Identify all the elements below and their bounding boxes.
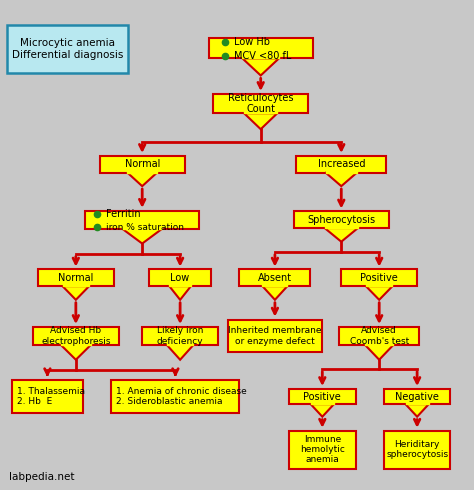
Text: Advised
Coomb's test: Advised Coomb's test <box>350 326 409 345</box>
Polygon shape <box>405 398 428 404</box>
Polygon shape <box>263 286 287 300</box>
FancyBboxPatch shape <box>149 270 211 286</box>
Text: Negative: Negative <box>395 392 439 401</box>
FancyBboxPatch shape <box>12 380 83 413</box>
Polygon shape <box>366 280 392 286</box>
Polygon shape <box>405 404 428 416</box>
Text: iron % saturation: iron % saturation <box>106 223 184 232</box>
FancyBboxPatch shape <box>209 38 313 58</box>
Polygon shape <box>63 280 89 286</box>
Polygon shape <box>167 339 193 345</box>
Text: Spherocytosis: Spherocytosis <box>307 215 375 225</box>
Text: Absent: Absent <box>258 273 292 283</box>
Polygon shape <box>127 172 157 186</box>
Polygon shape <box>122 223 162 229</box>
Text: Positive: Positive <box>303 392 341 401</box>
Text: Low Hb: Low Hb <box>234 37 270 47</box>
Text: labpedia.net: labpedia.net <box>9 472 75 483</box>
Text: Low: Low <box>171 273 190 283</box>
Text: 1. Anemia of chronic disease
2. Sideroblastic anemia: 1. Anemia of chronic disease 2. Siderobl… <box>116 387 247 406</box>
FancyBboxPatch shape <box>296 156 386 172</box>
FancyBboxPatch shape <box>384 431 450 468</box>
Text: Heriditary
spherocytosis: Heriditary spherocytosis <box>386 440 448 459</box>
Polygon shape <box>325 222 358 228</box>
Polygon shape <box>244 113 277 129</box>
Polygon shape <box>242 58 279 75</box>
FancyBboxPatch shape <box>289 431 356 468</box>
FancyBboxPatch shape <box>213 94 308 113</box>
Text: Inherited membrane
or enzyme defect: Inherited membrane or enzyme defect <box>228 326 322 345</box>
Polygon shape <box>244 107 277 113</box>
Polygon shape <box>325 228 358 242</box>
FancyBboxPatch shape <box>33 327 118 345</box>
Polygon shape <box>311 404 334 416</box>
Polygon shape <box>122 229 162 244</box>
Text: Immune
hemolytic
anemia: Immune hemolytic anemia <box>300 435 345 465</box>
Text: Positive: Positive <box>360 273 398 283</box>
Polygon shape <box>61 339 91 345</box>
FancyBboxPatch shape <box>100 156 185 172</box>
Text: Advised Hb
electrophoresis: Advised Hb electrophoresis <box>41 326 110 345</box>
Polygon shape <box>169 280 191 286</box>
Text: Reticulocytes
Count: Reticulocytes Count <box>228 93 293 114</box>
FancyBboxPatch shape <box>142 327 218 345</box>
Polygon shape <box>169 286 191 300</box>
Polygon shape <box>263 280 287 286</box>
FancyBboxPatch shape <box>289 389 356 404</box>
Polygon shape <box>167 345 193 360</box>
FancyBboxPatch shape <box>341 270 417 286</box>
Polygon shape <box>326 167 357 172</box>
Text: 1. Thalassemia
2. Hb  E: 1. Thalassemia 2. Hb E <box>17 387 84 406</box>
Text: Ferritin: Ferritin <box>106 209 140 219</box>
FancyBboxPatch shape <box>38 270 114 286</box>
Polygon shape <box>242 52 279 58</box>
FancyBboxPatch shape <box>294 211 389 228</box>
Polygon shape <box>366 286 392 300</box>
Text: Increased: Increased <box>318 159 365 169</box>
Polygon shape <box>61 345 91 360</box>
Text: MCV <80 fL: MCV <80 fL <box>234 50 291 61</box>
Polygon shape <box>311 398 334 404</box>
Text: Normal: Normal <box>125 159 160 169</box>
FancyBboxPatch shape <box>384 389 450 404</box>
Polygon shape <box>365 345 393 360</box>
FancyBboxPatch shape <box>85 211 199 229</box>
Polygon shape <box>127 167 157 172</box>
FancyBboxPatch shape <box>228 319 322 352</box>
Text: Normal: Normal <box>58 273 93 283</box>
Polygon shape <box>326 172 357 186</box>
Polygon shape <box>63 286 89 300</box>
FancyBboxPatch shape <box>111 380 239 413</box>
Text: Likely iron
deficiency: Likely iron deficiency <box>157 326 203 345</box>
FancyBboxPatch shape <box>339 327 419 345</box>
Text: Microcytic anemia
Differential diagnosis: Microcytic anemia Differential diagnosis <box>12 38 123 60</box>
Polygon shape <box>365 339 393 345</box>
FancyBboxPatch shape <box>239 270 310 286</box>
FancyBboxPatch shape <box>7 25 128 73</box>
